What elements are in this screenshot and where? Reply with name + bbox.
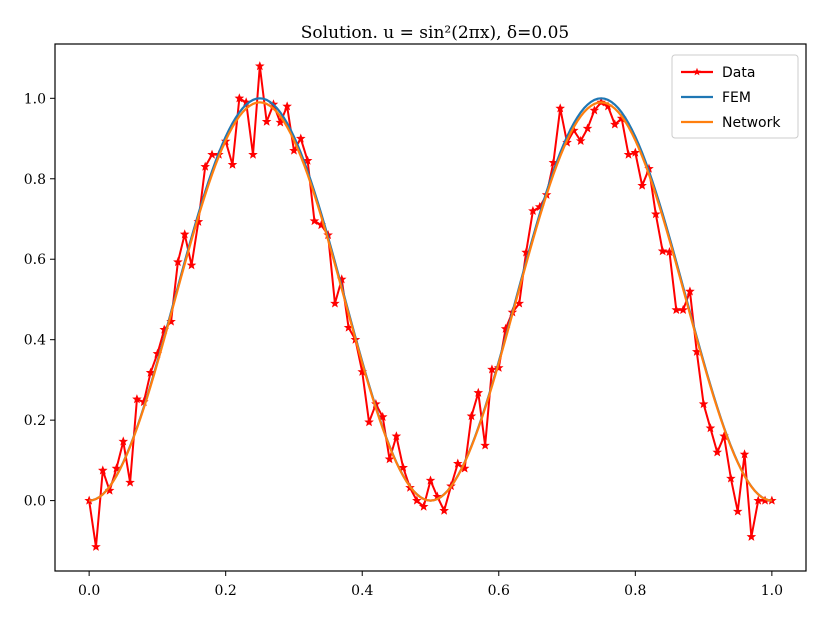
data-point <box>610 119 620 129</box>
data-point <box>657 246 668 256</box>
x-tick-label: 0.4 <box>351 583 373 599</box>
data-point <box>384 454 395 464</box>
data-point <box>261 116 272 126</box>
data-point <box>255 61 265 71</box>
data-point <box>295 133 306 143</box>
data-point <box>528 205 538 216</box>
data-point <box>125 477 135 487</box>
data-point <box>207 149 217 159</box>
y-axis: 0.0 0.2 0.4 0.6 0.8 1.0 <box>24 91 55 510</box>
data-point <box>473 387 484 397</box>
data-point <box>671 304 682 314</box>
x-tick-label: 0.6 <box>488 583 510 599</box>
series-data-line <box>88 65 772 548</box>
data-point <box>118 436 129 446</box>
data-point <box>418 501 429 511</box>
x-axis: 0.0 0.2 0.4 0.6 0.8 1.0 <box>78 571 783 599</box>
data-point <box>637 180 647 190</box>
data-point <box>746 531 757 541</box>
data-point <box>364 417 374 427</box>
data-point <box>630 147 641 157</box>
y-tick-label: 0.8 <box>24 172 46 188</box>
data-point <box>282 101 292 111</box>
data-point <box>739 449 750 459</box>
legend-marker <box>693 67 701 76</box>
data-point <box>248 149 258 159</box>
data-point <box>439 505 449 515</box>
y-tick-label: 0.2 <box>24 413 46 429</box>
data-point <box>726 473 736 483</box>
data-point <box>453 458 463 468</box>
x-tick-label: 0.2 <box>215 583 237 599</box>
chart-title: Solution. u = sin²(2πx), δ=0.05 <box>301 23 569 43</box>
data-point <box>685 286 695 296</box>
data-point <box>732 506 743 516</box>
y-tick-label: 1.0 <box>24 91 46 107</box>
legend-label: Data <box>722 65 755 81</box>
data-point <box>398 462 408 472</box>
plot-area <box>84 61 777 551</box>
series-fem-line <box>89 97 772 502</box>
data-point <box>111 463 122 473</box>
data-point <box>200 161 210 171</box>
data-point <box>487 364 497 374</box>
legend: Data FEM Network <box>671 54 799 139</box>
legend-label: FEM <box>722 90 751 106</box>
data-point <box>132 394 142 404</box>
series-network-line <box>89 101 772 502</box>
data-point <box>678 304 688 314</box>
data-point <box>698 399 709 409</box>
data-point <box>309 215 320 226</box>
data-point <box>623 149 634 159</box>
x-tick-label: 0.8 <box>624 583 646 599</box>
plot-frame <box>54 43 807 572</box>
x-tick-label: 0.0 <box>78 583 100 599</box>
data-point <box>493 362 504 372</box>
y-tick-label: 0.6 <box>24 252 46 268</box>
data-point <box>234 93 245 103</box>
y-tick-label: 0.0 <box>24 494 46 510</box>
data-point <box>91 541 101 551</box>
legend-label: Network <box>722 115 781 131</box>
data-point <box>302 155 313 165</box>
data-point <box>179 229 190 239</box>
data-point <box>589 105 600 115</box>
data-point <box>466 411 477 421</box>
x-tick-label: 1.0 <box>761 583 783 599</box>
data-point <box>173 257 183 267</box>
data-point <box>651 209 661 219</box>
data-point <box>555 103 566 113</box>
legend-box <box>671 54 799 139</box>
data-point <box>227 159 238 169</box>
data-point <box>712 447 723 457</box>
data-point <box>186 260 197 270</box>
data-point <box>480 440 490 450</box>
data-point <box>330 298 340 308</box>
data-point <box>705 423 716 433</box>
data-point <box>391 431 402 441</box>
data-point <box>98 465 108 475</box>
y-tick-label: 0.4 <box>24 333 46 349</box>
data-point <box>412 495 422 505</box>
data-point <box>425 475 436 485</box>
data-point <box>582 123 593 133</box>
data-point <box>575 135 586 146</box>
